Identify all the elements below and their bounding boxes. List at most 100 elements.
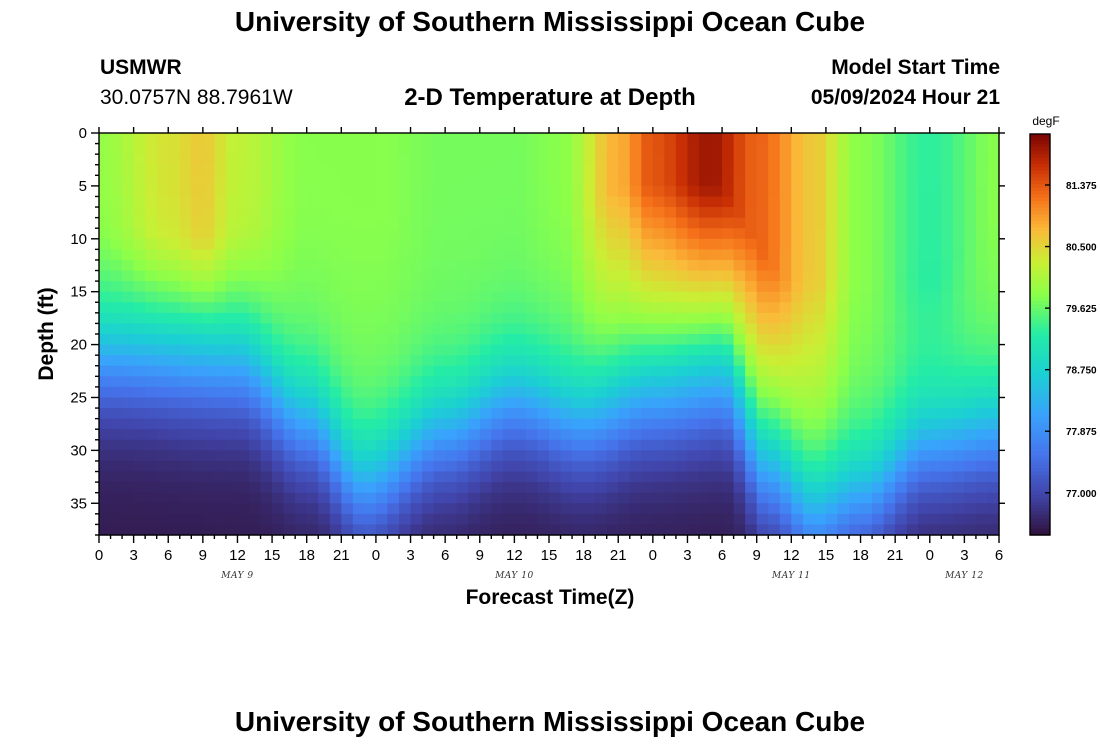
heatmap-cell: [849, 185, 862, 198]
heatmap-cell: [283, 270, 296, 282]
heatmap-cell: [675, 312, 689, 325]
heatmap-cell: [249, 164, 262, 176]
heatmap-cell: [664, 471, 677, 483]
heatmap-cell: [952, 418, 965, 430]
heatmap-cell: [225, 334, 239, 346]
heatmap-cell: [652, 207, 665, 219]
heatmap-cell: [225, 376, 239, 388]
heatmap-cell: [537, 312, 550, 325]
heatmap-cell: [791, 397, 804, 409]
colorbar-swatch: [1030, 294, 1050, 299]
heatmap-cell: [364, 503, 377, 515]
heatmap-cell: [606, 323, 619, 335]
heatmap-cell: [179, 228, 192, 240]
heatmap-cell: [837, 196, 850, 208]
heatmap-cell: [329, 355, 342, 367]
heatmap-cell: [756, 408, 769, 420]
heatmap-cell: [895, 185, 908, 198]
heatmap-cell: [768, 228, 781, 240]
heatmap-cell: [525, 196, 539, 208]
station-code: USMWR: [100, 56, 182, 79]
heatmap-cell: [537, 196, 550, 208]
heatmap-cell: [537, 524, 550, 536]
heatmap-cell: [791, 196, 804, 208]
heatmap-cell: [352, 196, 365, 208]
heatmap-cell: [456, 418, 469, 430]
heatmap-cell: [295, 471, 308, 483]
heatmap-cell: [145, 334, 158, 346]
heatmap-cell: [133, 365, 146, 377]
colorbar-swatch: [1030, 344, 1050, 349]
heatmap-cell: [110, 270, 123, 282]
heatmap-cell: [779, 418, 792, 430]
heatmap-cell: [802, 312, 815, 325]
heatmap-cell: [929, 207, 942, 219]
heatmap-cell: [606, 460, 619, 473]
heatmap-cell: [110, 450, 123, 462]
heatmap-cell: [895, 397, 908, 409]
heatmap-cell: [122, 238, 135, 250]
heatmap-cell: [179, 386, 192, 399]
heatmap-cell: [745, 323, 758, 335]
heatmap-cell: [802, 365, 815, 377]
heatmap-cell: [514, 408, 527, 420]
colorbar-swatch: [1030, 297, 1050, 302]
heatmap-cell: [179, 259, 192, 272]
heatmap-cell: [445, 344, 458, 356]
heatmap-cell: [918, 185, 931, 198]
heatmap-cell: [168, 238, 181, 250]
heatmap-cell: [952, 154, 965, 166]
heatmap-cell: [537, 482, 550, 494]
heatmap-cell: [883, 460, 896, 473]
heatmap-cell: [883, 471, 896, 483]
heatmap-cell: [641, 133, 654, 145]
heatmap-cell: [733, 249, 746, 261]
heatmap-cell: [202, 503, 215, 515]
heatmap-cell: [733, 450, 746, 462]
heatmap-cell: [964, 460, 977, 473]
heatmap-cell: [491, 228, 504, 240]
heatmap-cell: [260, 355, 273, 367]
colorbar-swatch: [1030, 518, 1050, 523]
heatmap-cell: [445, 238, 458, 250]
heatmap-cell: [537, 503, 550, 515]
heatmap-cell: [329, 270, 342, 282]
heatmap-cell: [179, 513, 192, 526]
heatmap-cell: [733, 492, 746, 504]
heatmap-cell: [387, 376, 400, 388]
heatmap-cell: [906, 460, 919, 473]
heatmap-cell: [918, 355, 931, 367]
heatmap-cell: [906, 323, 919, 335]
heatmap-cell: [122, 312, 135, 325]
heatmap-cell: [364, 376, 377, 388]
heatmap-cell: [318, 281, 331, 293]
heatmap-cell: [860, 323, 873, 335]
heatmap-cell: [479, 355, 492, 367]
heatmap-cell: [814, 323, 827, 335]
heatmap-cell: [156, 450, 169, 462]
heatmap-cell: [99, 439, 112, 451]
heatmap-cell: [491, 418, 504, 430]
heatmap-cell: [825, 524, 839, 536]
heatmap-cell: [249, 323, 262, 335]
heatmap-cell: [929, 334, 942, 346]
heatmap-cell: [491, 164, 504, 176]
heatmap-cell: [952, 196, 965, 208]
heatmap-cell: [699, 323, 712, 335]
heatmap-cell: [964, 397, 977, 409]
heatmap-cell: [641, 249, 654, 261]
heatmap-cell: [179, 418, 192, 430]
heatmap-cell: [941, 164, 954, 176]
heatmap-cell: [699, 238, 712, 250]
heatmap-cell: [191, 344, 204, 356]
heatmap-cell: [595, 482, 608, 494]
heatmap-cell: [906, 185, 919, 198]
colorbar-swatch: [1030, 291, 1050, 295]
heatmap-cell: [272, 185, 285, 198]
heatmap-cell: [422, 418, 435, 430]
heatmap-cell: [860, 312, 873, 325]
heatmap-cell: [272, 460, 285, 473]
heatmap-cell: [156, 355, 169, 367]
heatmap-cell: [514, 323, 527, 335]
heatmap-cell: [410, 281, 423, 293]
